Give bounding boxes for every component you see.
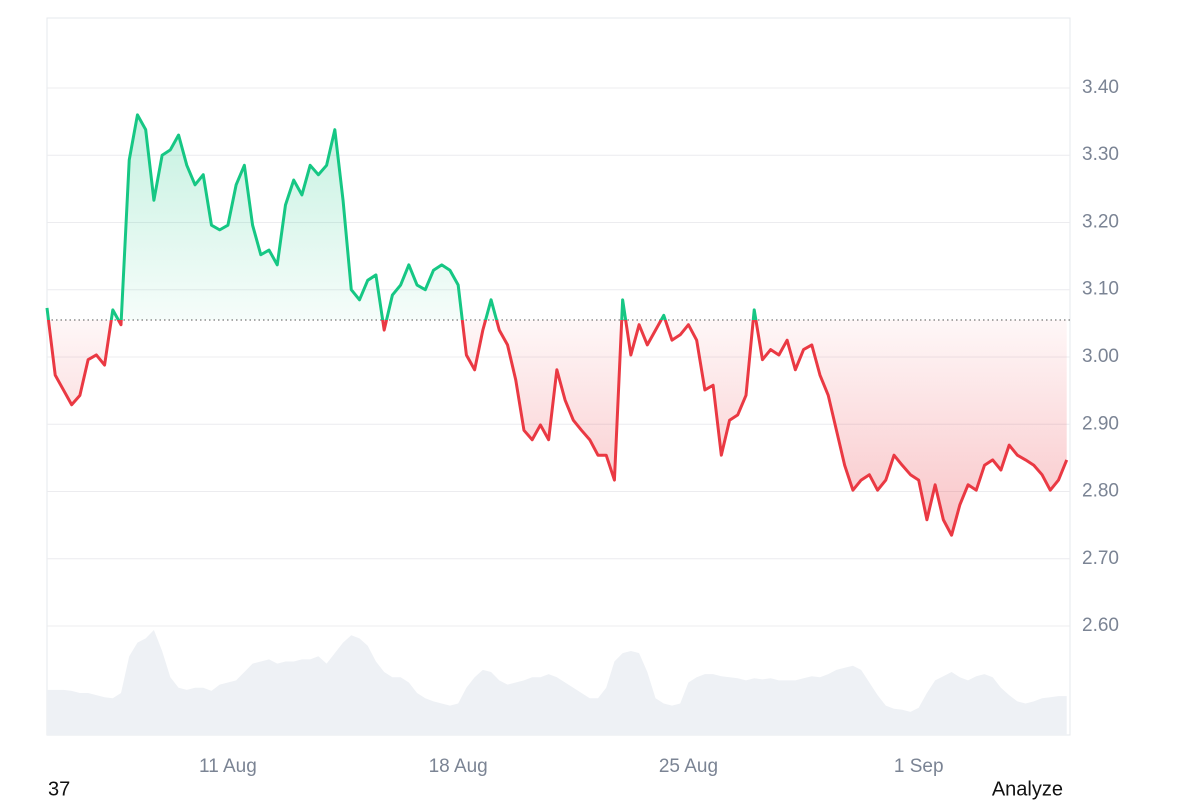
x-tick-label: 18 Aug [429,756,488,777]
analyze-button[interactable]: Analyze [992,778,1063,800]
price-area [47,114,1067,536]
x-tick-label: 1 Sep [894,756,944,777]
y-tick-label: 3.30 [1082,144,1119,165]
y-tick-label: 3.00 [1082,346,1119,367]
y-tick-label: 2.80 [1082,481,1119,502]
volume-area [47,630,1067,735]
y-tick-label: 3.10 [1082,279,1119,300]
y-tick-label: 3.20 [1082,211,1119,232]
y-tick-label: 3.40 [1082,77,1119,98]
y-tick-label: 2.70 [1082,548,1119,569]
y-tick-label: 2.90 [1082,413,1119,434]
x-tick-label: 25 Aug [659,756,718,777]
x-tick-label: 11 Aug [199,756,257,777]
price-line [45,113,1069,537]
y-tick-label: 2.60 [1082,615,1119,636]
footer-left: 37 [48,778,70,800]
